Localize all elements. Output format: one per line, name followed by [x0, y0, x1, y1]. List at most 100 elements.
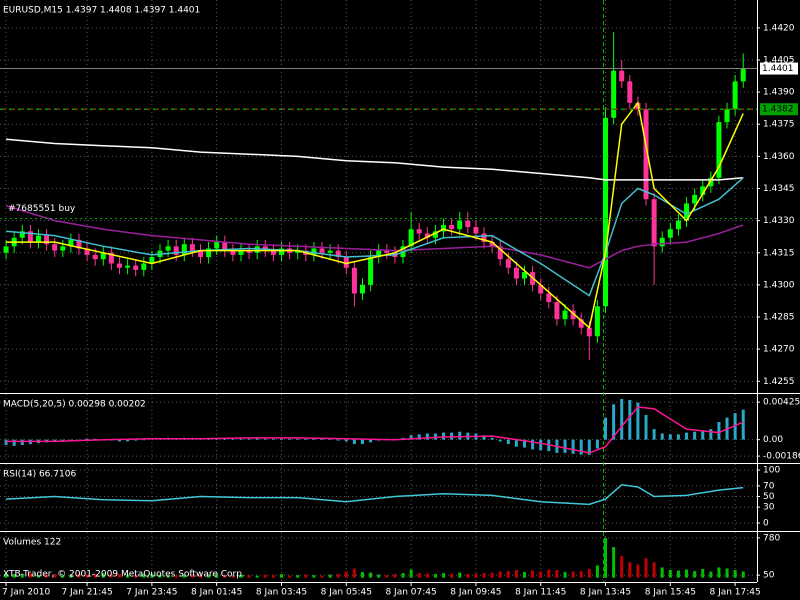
- volume-bar: [547, 569, 551, 578]
- volume-bar: [53, 574, 57, 578]
- candle-body: [335, 250, 341, 258]
- volume-bar: [741, 571, 745, 578]
- candle-body: [376, 250, 382, 258]
- volume-bar: [142, 574, 146, 578]
- volume-bar: [101, 573, 105, 578]
- volume-bar: [425, 573, 429, 578]
- x-tick-label: 8 Jan 13:45: [580, 588, 631, 598]
- macd-bar: [93, 438, 97, 440]
- volume-bar: [109, 573, 113, 578]
- x-tick-label: 7 Jan 2010: [2, 588, 50, 598]
- macd-bar: [247, 438, 251, 440]
- candle-body: [465, 220, 471, 228]
- macd-bar: [563, 439, 567, 453]
- volume-bar: [628, 562, 632, 578]
- volume-bar: [4, 573, 8, 578]
- volume-bar: [182, 574, 186, 578]
- candle-body: [125, 265, 131, 268]
- macd-bar: [693, 431, 697, 440]
- volume-bar: [174, 575, 178, 578]
- candle-body: [319, 248, 325, 253]
- candle-body: [351, 267, 357, 294]
- candle-body: [408, 229, 414, 247]
- macd-bar: [701, 430, 705, 440]
- volume-bar: [474, 573, 478, 578]
- volume-bar: [595, 565, 599, 578]
- candle-body: [311, 248, 317, 255]
- volume-bar: [255, 575, 259, 578]
- x-tick-label: 8 Jan 15:45: [645, 588, 696, 598]
- volume-bar: [150, 573, 154, 578]
- macd-bar: [312, 438, 316, 440]
- candle-body: [368, 257, 374, 285]
- x-tick-label: 7 Jan 23:45: [126, 588, 177, 598]
- macd-bar: [612, 404, 616, 440]
- macd-bar: [417, 434, 421, 440]
- y-tick-label: 1.4270: [763, 345, 795, 355]
- volume-bar: [612, 547, 616, 578]
- candle-body: [424, 233, 430, 238]
- macd-bar: [279, 438, 283, 440]
- volume-bar: [312, 575, 316, 578]
- macd-bar: [271, 438, 275, 440]
- volume-bar: [701, 569, 705, 578]
- candle-body: [189, 244, 195, 251]
- volume-bar: [555, 570, 559, 578]
- volume-bar: [239, 574, 243, 578]
- volume-bar: [636, 564, 640, 578]
- macd-bar: [458, 431, 462, 440]
- volume-bar: [482, 573, 486, 578]
- macd-bar: [361, 439, 365, 445]
- volume-bar: [336, 574, 340, 578]
- candle-body: [692, 194, 698, 204]
- candle-body: [44, 235, 50, 245]
- candle-body: [724, 109, 730, 123]
- volume-bar: [166, 575, 170, 578]
- volume-bar: [328, 574, 332, 578]
- volume-bar: [223, 575, 227, 578]
- volume-bar: [207, 574, 211, 578]
- candle-body: [627, 81, 633, 103]
- candle-body: [116, 263, 122, 268]
- level-label: 1.4382: [762, 105, 794, 115]
- candle-body: [457, 220, 463, 230]
- volume-bar: [263, 574, 267, 578]
- pane-title: RSI(14) 66.7106: [3, 470, 76, 480]
- macd-bar: [685, 432, 689, 440]
- volume-bar: [134, 575, 138, 578]
- bid-box: [760, 62, 798, 75]
- x-tick-label: 8 Jan 05:45: [321, 588, 372, 598]
- macd-bar: [255, 437, 259, 440]
- candle-body: [246, 250, 252, 253]
- volume-bar: [442, 573, 446, 578]
- macd-bar: [263, 438, 267, 440]
- macd-bar: [620, 399, 624, 440]
- volume-bar: [660, 567, 664, 578]
- candle-body: [197, 250, 203, 258]
- level-box: [760, 103, 798, 116]
- volume-bar: [498, 571, 502, 578]
- candle-body: [675, 220, 681, 230]
- candle-body: [578, 319, 584, 328]
- volume-bar: [652, 562, 656, 578]
- volume-bar: [158, 574, 162, 578]
- candle-body: [35, 235, 41, 243]
- macd-bar: [717, 421, 721, 440]
- macd-bar: [442, 432, 446, 440]
- credit: XTB-Trader, © 2001-2009 MetaQuotes Softw…: [3, 570, 245, 580]
- candle-body: [603, 117, 609, 307]
- macd-bar: [531, 439, 535, 450]
- candle-body: [643, 109, 649, 200]
- x-tick-label: 8 Jan 17:45: [709, 588, 760, 598]
- macd-bar: [498, 439, 502, 442]
- volume-bar: [198, 575, 202, 578]
- candle-body: [619, 70, 625, 82]
- volume-bar: [126, 574, 130, 578]
- candle-body: [473, 227, 479, 234]
- indicator-line: [5, 204, 744, 269]
- macd-bar: [20, 439, 24, 445]
- volume-bar: [93, 574, 97, 578]
- y-tick-label: 0.00425: [763, 398, 800, 408]
- volume-bar: [304, 574, 308, 578]
- macd-bar: [134, 439, 138, 441]
